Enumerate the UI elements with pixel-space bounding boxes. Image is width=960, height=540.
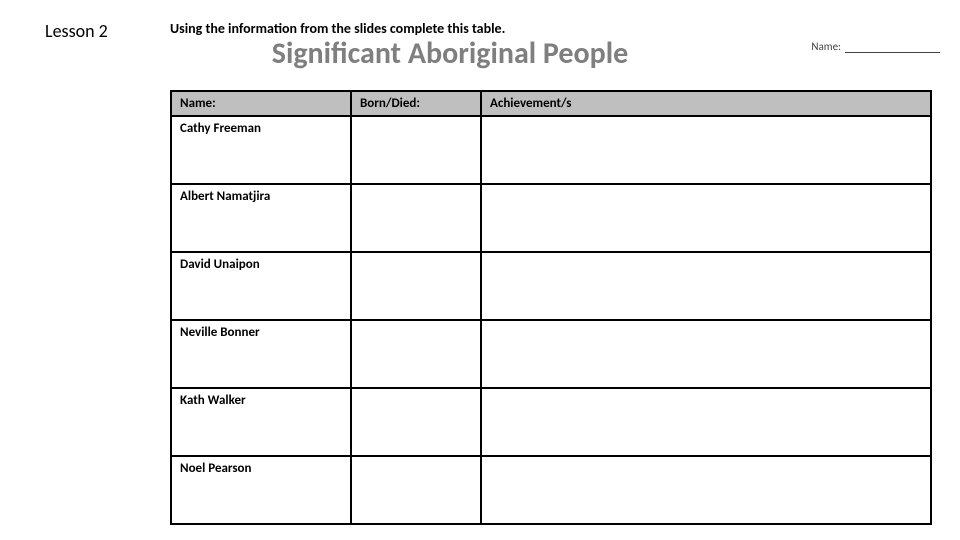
- table-row: Neville Bonner: [171, 320, 931, 388]
- table-row: Albert Namatjira: [171, 184, 931, 252]
- cell-name: David Unaipon: [171, 252, 351, 320]
- cell-achievements[interactable]: [481, 388, 931, 456]
- table-row: David Unaipon: [171, 252, 931, 320]
- cell-name: Cathy Freeman: [171, 116, 351, 184]
- table-header-row: Name: Born/Died: Achievement/s: [171, 91, 931, 116]
- cell-achievements[interactable]: [481, 252, 931, 320]
- people-table: Name: Born/Died: Achievement/s Cathy Fre…: [170, 90, 932, 525]
- worksheet-page: Lesson 2 Using the information from the …: [0, 0, 960, 540]
- table-row: Cathy Freeman: [171, 116, 931, 184]
- cell-born-died[interactable]: [351, 456, 481, 524]
- cell-born-died[interactable]: [351, 116, 481, 184]
- cell-name: Kath Walker: [171, 388, 351, 456]
- col-header-achievements: Achievement/s: [481, 91, 931, 116]
- cell-name: Albert Namatjira: [171, 184, 351, 252]
- table-container: Name: Born/Died: Achievement/s Cathy Fre…: [170, 90, 930, 525]
- col-header-born-died: Born/Died:: [351, 91, 481, 116]
- student-name-field: Name:: [811, 40, 940, 53]
- cell-name: Neville Bonner: [171, 320, 351, 388]
- cell-born-died[interactable]: [351, 320, 481, 388]
- table-row: Noel Pearson: [171, 456, 931, 524]
- cell-born-died[interactable]: [351, 252, 481, 320]
- col-header-name: Name:: [171, 91, 351, 116]
- cell-achievements[interactable]: [481, 116, 931, 184]
- lesson-label: Lesson 2: [45, 20, 108, 42]
- cell-achievements[interactable]: [481, 320, 931, 388]
- name-blank-line[interactable]: [845, 52, 940, 53]
- page-title: Significant Aboriginal People: [170, 35, 730, 72]
- cell-achievements[interactable]: [481, 184, 931, 252]
- cell-born-died[interactable]: [351, 388, 481, 456]
- table-row: Kath Walker: [171, 388, 931, 456]
- name-field-label: Name:: [811, 40, 841, 53]
- cell-name: Noel Pearson: [171, 456, 351, 524]
- cell-achievements[interactable]: [481, 456, 931, 524]
- cell-born-died[interactable]: [351, 184, 481, 252]
